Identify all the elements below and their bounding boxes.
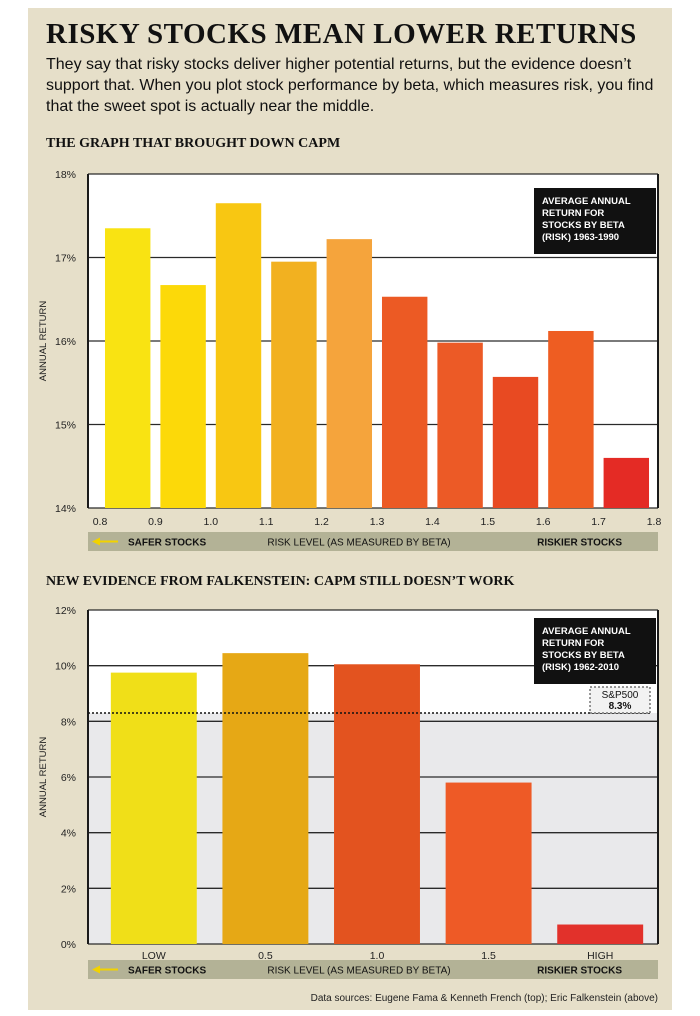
axis-caption-strip: [88, 532, 658, 551]
x-tick-label: 1.0: [370, 950, 385, 962]
x-tick-label: 1.5: [480, 516, 495, 528]
bar: [603, 457, 650, 508]
page-title: RISKY STOCKS MEAN LOWER RETURNS: [46, 18, 637, 50]
legend-line: AVERAGE ANNUAL: [542, 196, 631, 207]
x-axis-title: RISK LEVEL (AS MEASURED BY BETA): [267, 966, 450, 977]
bar: [557, 924, 644, 944]
bar: [110, 672, 197, 944]
reference-name: S&P500: [602, 690, 639, 701]
legend-line: (RISK) 1963-1990: [542, 232, 619, 243]
x-tick-label: 1.4: [425, 516, 440, 528]
data-sources-note: Data sources: Eugene Fama & Kenneth Fren…: [310, 993, 658, 1004]
bar: [548, 330, 594, 508]
chart-2-section-title: NEW EVIDENCE FROM FALKENSTEIN: CAPM STIL…: [46, 574, 515, 589]
chart-1-section-title: THE GRAPH THAT BROUGHT DOWN CAPM: [46, 136, 341, 151]
y-tick-label: 17%: [55, 253, 76, 265]
y-tick-label: 2%: [61, 883, 76, 895]
y-tick-label: 6%: [61, 772, 76, 784]
legend-line: RETURN FOR: [542, 208, 604, 219]
bar: [381, 296, 428, 508]
x-tick-label: HIGH: [587, 950, 613, 962]
x-tick-label: 1.8: [647, 516, 662, 528]
legend-box: [534, 188, 656, 254]
bar: [437, 342, 483, 508]
chart-2: 0% 2% 4% 6% 8% 10% 12% ANNUAL RETURN S&P500 8.3% A…: [28, 594, 672, 984]
x-tick-label: 1.5: [481, 950, 496, 962]
x-tick-label: 1.0: [203, 516, 218, 528]
x-tick-label: LOW: [142, 950, 166, 962]
y-tick-label: 12%: [55, 605, 76, 617]
bar: [104, 228, 151, 508]
riskier-stocks-label: RISKIER STOCKS: [537, 966, 622, 977]
riskier-stocks-label: RISKIER STOCKS: [537, 538, 622, 549]
legend-line: RETURN FOR: [542, 638, 604, 649]
y-tick-label: 0%: [61, 939, 76, 951]
x-tick-label: 0.9: [148, 516, 163, 528]
reference-value-label: 8.3%: [609, 701, 632, 712]
bar: [271, 261, 317, 508]
bar: [222, 653, 309, 944]
bar: [326, 239, 373, 508]
y-axis-title: ANNUAL RETURN: [38, 737, 49, 818]
legend-line: STOCKS BY BETA: [542, 220, 625, 231]
y-tick-label: 16%: [55, 336, 76, 348]
x-tick-label: 0.5: [258, 950, 273, 962]
y-tick-label: 4%: [61, 828, 76, 840]
x-tick-label: 1.3: [370, 516, 385, 528]
y-tick-label: 14%: [55, 503, 76, 515]
bar: [492, 376, 539, 508]
left-arrow-icon: [92, 537, 100, 546]
chart-1: 14% 15% 16% 17% 18% ANNUAL RETURN AVERAGE ANNU…: [28, 156, 672, 566]
y-tick-label: 15%: [55, 420, 76, 432]
y-axis-title: ANNUAL RETURN: [38, 301, 49, 382]
x-tick-label: 0.8: [93, 516, 108, 528]
safer-stocks-label: SAFER STOCKS: [128, 966, 206, 977]
bar: [334, 664, 420, 944]
x-tick-label: 1.6: [536, 516, 551, 528]
legend-line: AVERAGE ANNUAL: [542, 626, 631, 637]
reference-label-box: [589, 686, 651, 714]
bar: [160, 285, 206, 508]
page-subtitle: They say that risky stocks deliver highe…: [46, 56, 654, 115]
bar: [215, 203, 262, 508]
axis-caption-strip: [88, 960, 658, 979]
x-tick-label: 1.7: [591, 516, 606, 528]
infographic: RISKY STOCKS MEAN LOWER RETURNS They say…: [28, 8, 672, 1010]
legend-line: STOCKS BY BETA: [542, 650, 625, 661]
left-arrow-icon: [92, 965, 100, 974]
y-tick-label: 10%: [55, 661, 76, 673]
legend-box: [534, 618, 656, 684]
y-tick-label: 8%: [61, 716, 76, 728]
chart-1-svg: 14% 15% 16% 17% 18% ANNUAL RETURN AVERAGE ANNU…: [38, 169, 662, 551]
y-tick-label: 18%: [55, 169, 76, 181]
x-axis-title: RISK LEVEL (AS MEASURED BY BETA): [267, 538, 450, 549]
legend-line: (RISK) 1962-2010: [542, 662, 619, 673]
x-tick-label: 1.2: [314, 516, 329, 528]
x-tick-label: 1.1: [259, 516, 274, 528]
bar: [445, 782, 532, 944]
safer-stocks-label: SAFER STOCKS: [128, 538, 206, 549]
